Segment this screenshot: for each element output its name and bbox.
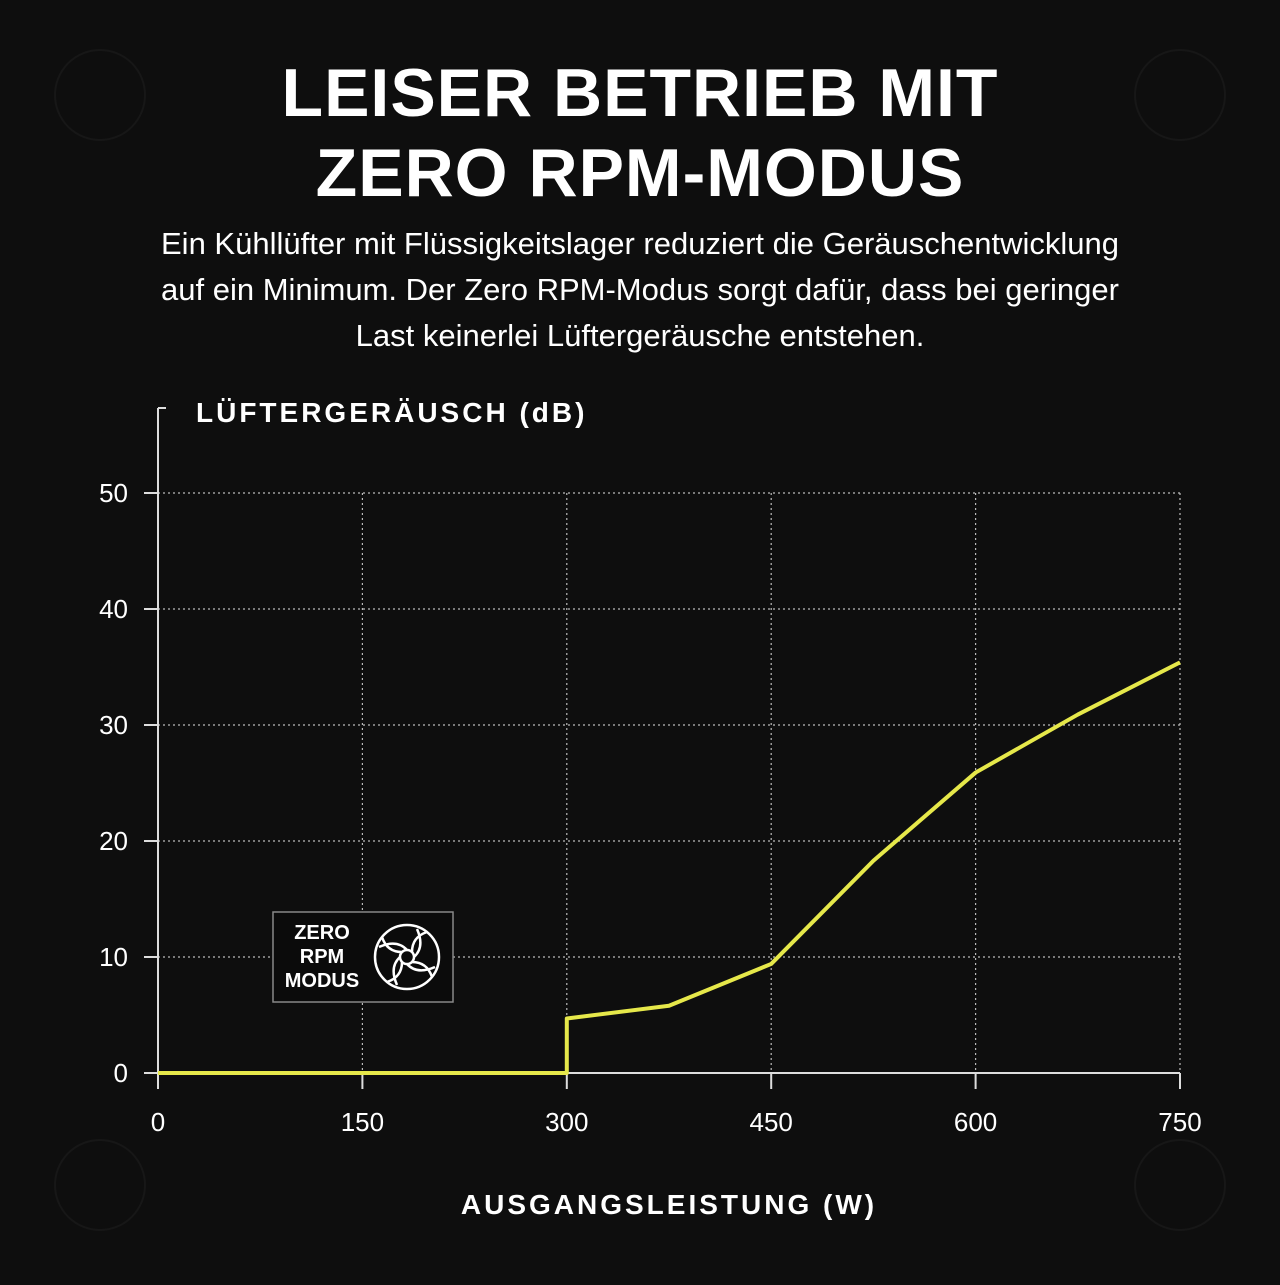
x-tick-label: 750	[1158, 1107, 1201, 1137]
subtitle: Last keinerlei Lüftergeräusche entstehen…	[356, 318, 925, 353]
line	[158, 660, 1181, 1075]
y-tick-label: 20	[99, 826, 128, 856]
x-tick-label: 150	[341, 1107, 384, 1137]
y-tick-label: 0	[114, 1058, 128, 1088]
y-tick-label: 10	[99, 942, 128, 972]
chart-title: LEISER BETRIEB MIT	[282, 55, 999, 131]
subtitle: Ein Kühllüfter mit Flüssigkeitslager red…	[161, 226, 1119, 261]
y-tick-label: 30	[99, 710, 128, 740]
badge-text: ZERO	[294, 922, 350, 944]
y-tick-label: 40	[99, 594, 128, 624]
badge-text: RPM	[300, 946, 344, 968]
badge-box	[272, 911, 454, 1003]
x-axis-title: AUSGANGSLEISTUNG (W)	[461, 1189, 877, 1220]
chart-title: ZERO RPM-MODUS	[316, 135, 965, 211]
x-tick-label: 600	[954, 1107, 997, 1137]
x-tick-label: 450	[750, 1107, 793, 1137]
badge-text: MODUS	[285, 970, 359, 992]
y-axis-title: LÜFTERGERÄUSCH (dB)	[196, 397, 587, 428]
y-tick-label: 50	[99, 478, 128, 508]
x-tick-label: 300	[545, 1107, 588, 1137]
x-tick-label: 0	[151, 1107, 165, 1137]
subtitle: auf ein Minimum. Der Zero RPM-Modus sorg…	[161, 272, 1119, 307]
background-pattern	[54, 49, 1226, 1231]
fan-icon	[373, 923, 441, 991]
